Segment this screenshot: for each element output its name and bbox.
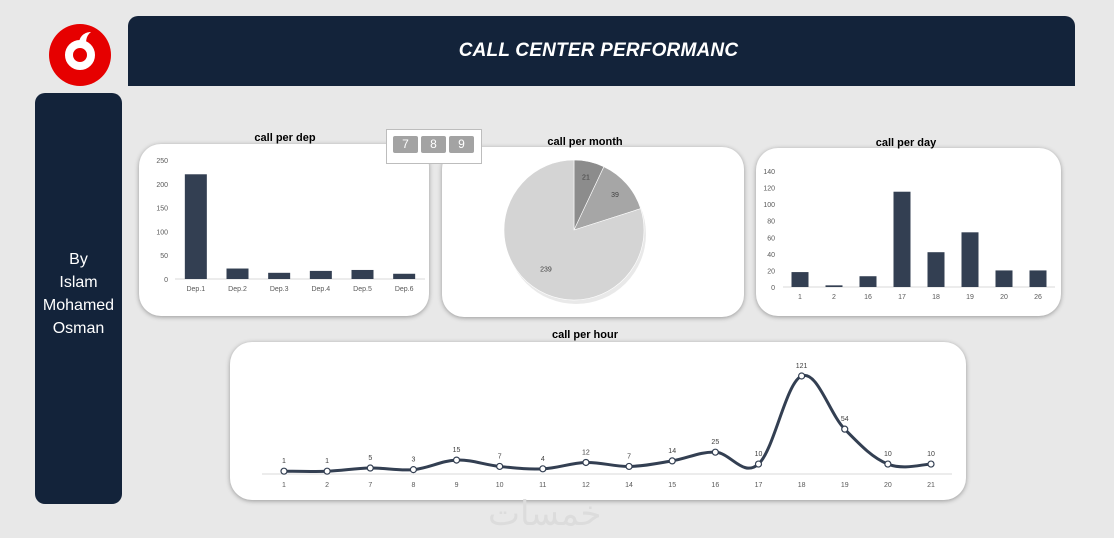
vodafone-logo-icon [49,24,111,86]
author-by: By [69,251,88,268]
author-middle-name: Mohamed [42,297,115,314]
slicer-item-8[interactable]: 8 [421,136,446,153]
sidebar: By Islam Mohamed Osman [35,93,122,504]
month-chart-title: call per month [547,136,623,148]
author-first-name: Islam [59,274,98,291]
hour-chart-title: call per hour [551,329,619,341]
watermark: خمسات [488,494,602,534]
dep-chart-title: call per dep [254,132,316,144]
dep-chart-card [139,144,429,316]
slicer-item-7[interactable]: 7 [393,136,418,153]
author-last-name: Osman [52,320,105,337]
hour-chart-card [230,342,966,500]
slicer-item-9[interactable]: 9 [449,136,474,153]
dashboard-header: CALL CENTER PERFORMANC [128,16,1075,86]
day-chart-title: call per day [875,137,937,149]
day-chart-card [756,148,1061,316]
page-title: CALL CENTER PERFORMANC [458,40,739,61]
author-credit: By Islam Mohamed Osman [35,248,122,340]
month-slicer: 7 8 9 [386,129,482,164]
month-chart-card [442,147,744,317]
